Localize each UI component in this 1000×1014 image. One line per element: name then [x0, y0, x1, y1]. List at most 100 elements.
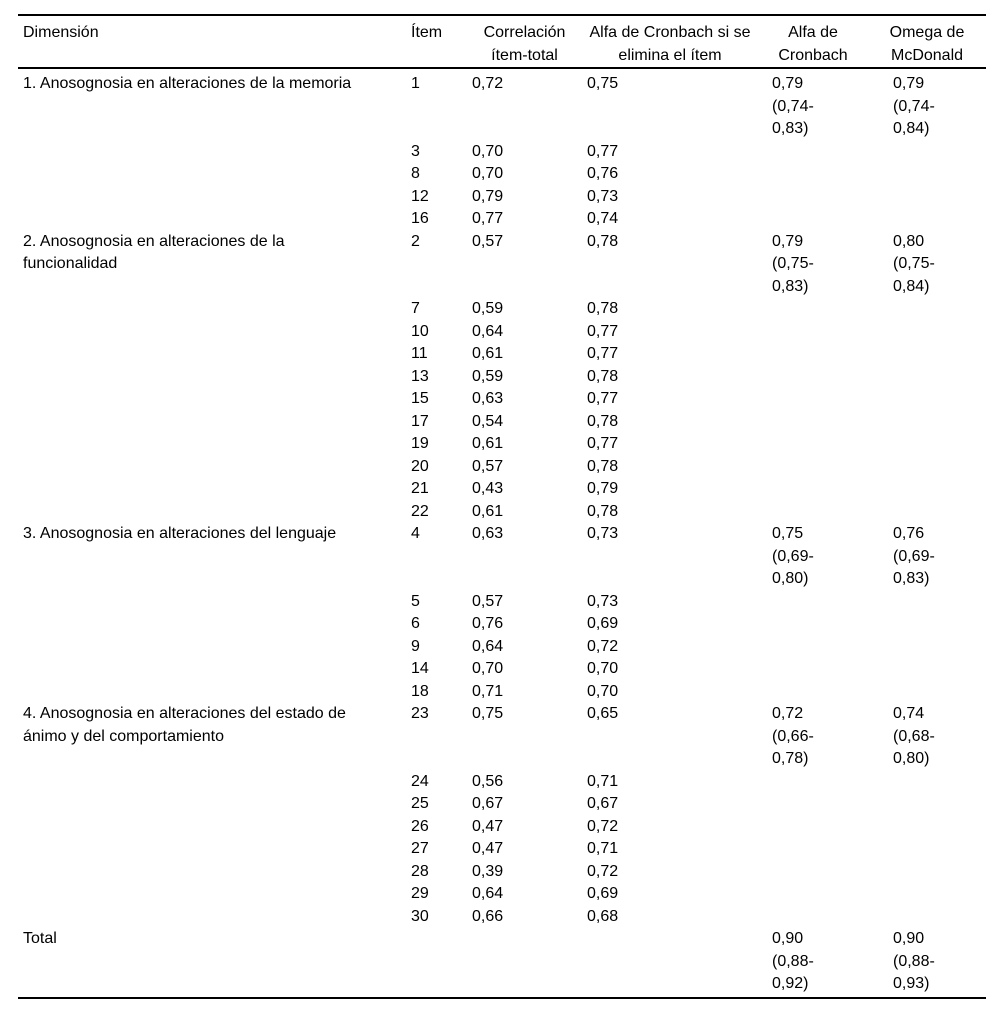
dimension-cell [18, 433, 405, 456]
alpha-if-item-deleted-cell: 0,77 [587, 435, 619, 452]
alpha-if-item-deleted-cell: 0,77 [587, 345, 619, 362]
mcdonald-omega-cell [868, 906, 986, 929]
table-row: 9 0,64 0,72 [18, 636, 986, 659]
item-cell: 17 [411, 412, 429, 430]
dimension-cell [18, 411, 405, 434]
mcdonald-omega-cell [868, 883, 986, 906]
cronbach-alpha-cell [758, 838, 868, 861]
dimension-cell [18, 501, 405, 524]
dimension-cell [18, 456, 405, 479]
table-row: 14 0,70 0,70 [18, 658, 986, 681]
col-header-item-total-correlation: Correlación ítem-total [467, 15, 582, 69]
alpha-if-item-deleted-cell: 0,78 [587, 412, 619, 430]
alpha-if-item-deleted-cell: 0,67 [587, 795, 619, 812]
alpha-if-item-deleted-cell: 0,78 [587, 300, 619, 317]
mcdonald-omega-cell [868, 771, 986, 794]
table-row: 30 0,66 0,68 [18, 906, 986, 929]
cronbach-alpha-cell [758, 681, 868, 704]
item-total-correlation-cell: 0,79 [472, 187, 504, 205]
item-cell: 11 [411, 345, 428, 362]
item-cell: 24 [411, 772, 429, 790]
cronbach-alpha-cell [758, 366, 868, 389]
table-row: 1. Anosognosia en alteraciones de la mem… [18, 68, 986, 141]
dimension-cell [18, 816, 405, 839]
cronbach-alpha-cell [758, 343, 868, 366]
item-total-correlation-cell: 0,63 [472, 525, 504, 542]
alpha-if-item-deleted-cell: 0,72 [587, 817, 619, 835]
mcdonald-omega-cell [868, 658, 986, 681]
alpha-if-item-deleted-cell: 0,73 [587, 525, 619, 542]
alpha-if-item-deleted-cell [582, 928, 758, 998]
mcdonald-omega-cell [868, 838, 986, 861]
table-row: 17 0,54 0,78 [18, 411, 986, 434]
alpha-if-item-deleted-cell: 0,69 [587, 615, 619, 632]
cronbach-alpha-cell: 0,79 (0,75- 0,83) [772, 232, 814, 295]
mcdonald-omega-cell [868, 816, 986, 839]
dimension-cell: 3. Anosognosia en alteraciones del lengu… [23, 525, 337, 542]
reliability-table: Dimensión Ítem Correlación ítem-total Al… [18, 14, 986, 999]
dimension-cell: 1. Anosognosia en alteraciones de la mem… [23, 75, 352, 92]
mcdonald-omega-cell [868, 456, 986, 479]
alpha-if-item-deleted-cell: 0,74 [587, 210, 619, 227]
table-row: 3. Anosognosia en alteraciones del lengu… [18, 523, 986, 591]
alpha-if-item-deleted-cell: 0,70 [587, 682, 619, 700]
col-header-item: Ítem [405, 15, 467, 69]
cronbach-alpha-cell [758, 591, 868, 614]
mcdonald-omega-cell [868, 411, 986, 434]
dimension-cell [18, 343, 405, 366]
dimension-cell [18, 906, 405, 929]
table-row: 3 0,70 0,77 [18, 141, 986, 164]
alpha-if-item-deleted-cell: 0,69 [587, 885, 619, 902]
item-cell: 18 [411, 682, 429, 700]
col-header-alpha-if-item-deleted: Alfa de Cronbach si se elimina el ítem [582, 15, 758, 69]
cronbach-alpha-cell [758, 208, 868, 231]
item-cell: 3 [411, 142, 420, 160]
item-cell: 13 [411, 367, 429, 385]
dimension-cell [18, 591, 405, 614]
cronbach-alpha-cell [758, 771, 868, 794]
cronbach-alpha-cell [758, 793, 868, 816]
item-total-correlation-cell: 0,43 [472, 480, 504, 497]
dimension-cell [18, 298, 405, 321]
item-cell: 20 [411, 457, 429, 475]
item-total-correlation-cell [467, 928, 582, 998]
alpha-if-item-deleted-cell: 0,65 [587, 705, 619, 722]
dimension-cell [18, 793, 405, 816]
item-cell: 22 [411, 502, 429, 520]
item-cell: 21 [411, 480, 429, 497]
item-total-correlation-cell: 0,64 [472, 322, 504, 340]
item-total-correlation-cell: 0,70 [472, 165, 504, 182]
item-total-correlation-cell: 0,71 [472, 682, 504, 700]
dimension-cell [18, 636, 405, 659]
table-row: 12 0,79 0,73 [18, 186, 986, 209]
cronbach-alpha-cell [758, 636, 868, 659]
col-header-cronbach-alpha: Alfa de Cronbach [758, 15, 868, 69]
alpha-if-item-deleted-cell: 0,77 [587, 142, 619, 160]
dimension-cell [18, 478, 405, 501]
mcdonald-omega-cell [868, 343, 986, 366]
dimension-cell [18, 388, 405, 411]
alpha-if-item-deleted-cell: 0,72 [587, 862, 619, 880]
dimension-cell [18, 861, 405, 884]
dimension-cell [18, 366, 405, 389]
cronbach-alpha-cell [758, 501, 868, 524]
table-row: 7 0,59 0,78 [18, 298, 986, 321]
item-total-correlation-cell: 0,56 [472, 772, 504, 790]
dimension-cell [18, 163, 405, 186]
item-total-correlation-cell: 0,72 [472, 75, 504, 92]
header-row: Dimensión Ítem Correlación ítem-total Al… [18, 15, 986, 69]
item-cell: 5 [411, 592, 420, 610]
dimension-cell [18, 141, 405, 164]
table-row: 2. Anosognosia en alteraciones de la fun… [18, 231, 986, 299]
alpha-if-item-deleted-cell: 0,71 [587, 772, 619, 790]
item-cell: 12 [411, 187, 429, 205]
item-total-correlation-cell: 0,61 [472, 345, 504, 362]
alpha-if-item-deleted-cell: 0,78 [587, 232, 619, 250]
alpha-if-item-deleted-cell: 0,76 [587, 165, 619, 182]
alpha-if-item-deleted-cell: 0,73 [587, 187, 619, 205]
dimension-cell [18, 658, 405, 681]
mcdonald-omega-cell [868, 501, 986, 524]
dimension-cell [18, 321, 405, 344]
item-cell: 7 [411, 300, 420, 317]
